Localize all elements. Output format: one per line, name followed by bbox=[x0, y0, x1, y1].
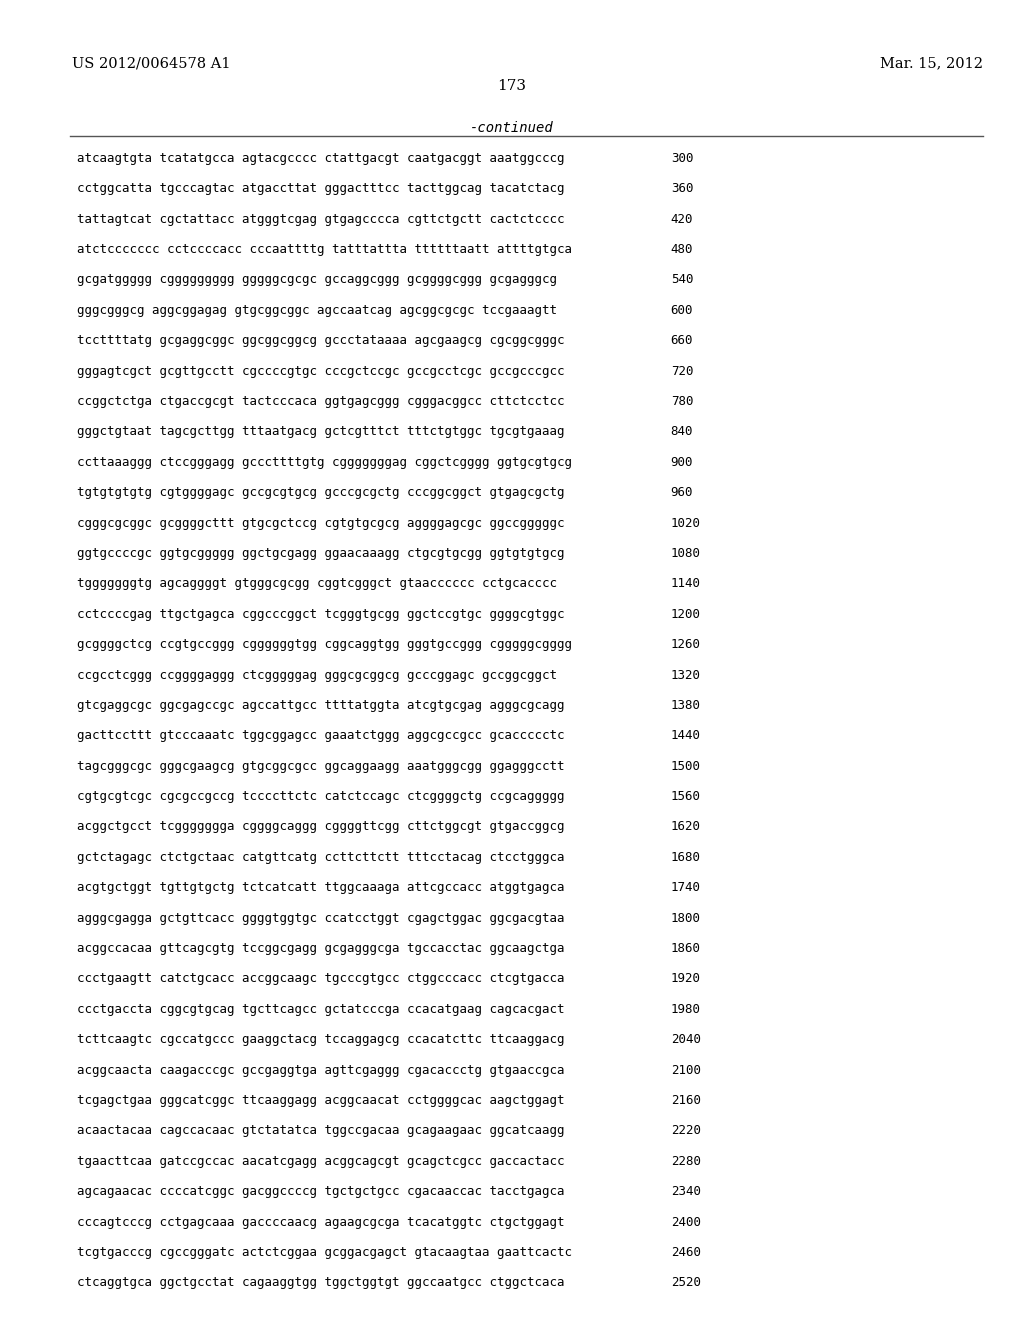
Text: 720: 720 bbox=[671, 364, 693, 378]
Text: tcgtgacccg cgccgggatc actctcggaa gcggacgagct gtacaagtaa gaattcactc: tcgtgacccg cgccgggatc actctcggaa gcggacg… bbox=[77, 1246, 571, 1259]
Text: cctccccgag ttgctgagca cggcccggct tcgggtgcgg ggctccgtgc ggggcgtggc: cctccccgag ttgctgagca cggcccggct tcgggtg… bbox=[77, 607, 564, 620]
Text: acaactacaa cagccacaac gtctatatca tggccgacaa gcagaagaac ggcatcaagg: acaactacaa cagccacaac gtctatatca tggccga… bbox=[77, 1125, 564, 1138]
Text: gcggggctcg ccgtgccggg cggggggtgg cggcaggtgg gggtgccggg cgggggcgggg: gcggggctcg ccgtgccggg cggggggtgg cggcagg… bbox=[77, 638, 571, 651]
Text: 300: 300 bbox=[671, 152, 693, 165]
Text: gctctagagc ctctgctaac catgttcatg ccttcttctt tttcctacag ctcctgggca: gctctagagc ctctgctaac catgttcatg ccttctt… bbox=[77, 851, 564, 863]
Text: 1320: 1320 bbox=[671, 668, 700, 681]
Text: tccttttatg gcgaggcggc ggcggcggcg gccctataaaa agcgaagcg cgcggcgggc: tccttttatg gcgaggcggc ggcggcggcg gccctat… bbox=[77, 334, 564, 347]
Text: acggcaacta caagacccgc gccgaggtga agttcgaggg cgacaccctg gtgaaccgca: acggcaacta caagacccgc gccgaggtga agttcga… bbox=[77, 1064, 564, 1077]
Text: tcttcaagtc cgccatgccc gaaggctacg tccaggagcg ccacatcttc ttcaaggacg: tcttcaagtc cgccatgccc gaaggctacg tccagga… bbox=[77, 1034, 564, 1047]
Text: ccctgaagtt catctgcacc accggcaagc tgcccgtgcc ctggcccacc ctcgtgacca: ccctgaagtt catctgcacc accggcaagc tgcccgt… bbox=[77, 973, 564, 986]
Text: 1140: 1140 bbox=[671, 577, 700, 590]
Text: acggccacaa gttcagcgtg tccggcgagg gcgagggcga tgccacctac ggcaagctga: acggccacaa gttcagcgtg tccggcgagg gcgaggg… bbox=[77, 942, 564, 956]
Text: ccctgaccta cggcgtgcag tgcttcagcc gctatcccga ccacatgaag cagcacgact: ccctgaccta cggcgtgcag tgcttcagcc gctatcc… bbox=[77, 1003, 564, 1016]
Text: 960: 960 bbox=[671, 486, 693, 499]
Text: 420: 420 bbox=[671, 213, 693, 226]
Text: 1440: 1440 bbox=[671, 729, 700, 742]
Text: cgtgcgtcgc cgcgccgccg tccccttctc catctccagc ctcggggctg ccgcaggggg: cgtgcgtcgc cgcgccgccg tccccttctc catctcc… bbox=[77, 791, 564, 803]
Text: 900: 900 bbox=[671, 455, 693, 469]
Text: gggcgggcg aggcggagag gtgcggcggc agccaatcag agcggcgcgc tccgaaagtt: gggcgggcg aggcggagag gtgcggcggc agccaatc… bbox=[77, 304, 557, 317]
Text: ccggctctga ctgaccgcgt tactcccaca ggtgagcggg cgggacggcc cttctcctcc: ccggctctga ctgaccgcgt tactcccaca ggtgagc… bbox=[77, 395, 564, 408]
Text: 2460: 2460 bbox=[671, 1246, 700, 1259]
Text: 1080: 1080 bbox=[671, 546, 700, 560]
Text: gcgatggggg cggggggggg gggggcgcgc gccaggcggg gcggggcggg gcgagggcg: gcgatggggg cggggggggg gggggcgcgc gccaggc… bbox=[77, 273, 557, 286]
Text: 1380: 1380 bbox=[671, 698, 700, 711]
Text: tagcgggcgc gggcgaagcg gtgcggcgcc ggcaggaagg aaatgggcgg ggagggcctt: tagcgggcgc gggcgaagcg gtgcggcgcc ggcagga… bbox=[77, 760, 564, 772]
Text: 2520: 2520 bbox=[671, 1276, 700, 1290]
Text: agggcgagga gctgttcacc ggggtggtgc ccatcctggt cgagctggac ggcgacgtaa: agggcgagga gctgttcacc ggggtggtgc ccatcct… bbox=[77, 912, 564, 925]
Text: 1560: 1560 bbox=[671, 791, 700, 803]
Text: Mar. 15, 2012: Mar. 15, 2012 bbox=[880, 57, 983, 71]
Text: 1800: 1800 bbox=[671, 912, 700, 925]
Text: tgggggggtg agcaggggt gtgggcgcgg cggtcgggct gtaacccccc cctgcacccc: tgggggggtg agcaggggt gtgggcgcgg cggtcggg… bbox=[77, 577, 557, 590]
Text: -continued: -continued bbox=[470, 121, 554, 136]
Text: 1500: 1500 bbox=[671, 760, 700, 772]
Text: 540: 540 bbox=[671, 273, 693, 286]
Text: 1680: 1680 bbox=[671, 851, 700, 863]
Text: tgtgtgtgtg cgtggggagc gccgcgtgcg gcccgcgctg cccggcggct gtgagcgctg: tgtgtgtgtg cgtggggagc gccgcgtgcg gcccgcg… bbox=[77, 486, 564, 499]
Text: 2340: 2340 bbox=[671, 1185, 700, 1199]
Text: gtcgaggcgc ggcgagccgc agccattgcc ttttatggta atcgtgcgag agggcgcagg: gtcgaggcgc ggcgagccgc agccattgcc ttttatg… bbox=[77, 698, 564, 711]
Text: 2280: 2280 bbox=[671, 1155, 700, 1168]
Text: 840: 840 bbox=[671, 425, 693, 438]
Text: gggctgtaat tagcgcttgg tttaatgacg gctcgtttct tttctgtggc tgcgtgaaag: gggctgtaat tagcgcttgg tttaatgacg gctcgtt… bbox=[77, 425, 564, 438]
Text: cccagtcccg cctgagcaaa gaccccaacg agaagcgcga tcacatggtc ctgctggagt: cccagtcccg cctgagcaaa gaccccaacg agaagcg… bbox=[77, 1216, 564, 1229]
Text: atcaagtgta tcatatgcca agtacgcccc ctattgacgt caatgacggt aaatggcccg: atcaagtgta tcatatgcca agtacgcccc ctattga… bbox=[77, 152, 564, 165]
Text: 2100: 2100 bbox=[671, 1064, 700, 1077]
Text: 2400: 2400 bbox=[671, 1216, 700, 1229]
Text: acgtgctggt tgttgtgctg tctcatcatt ttggcaaaga attcgccacc atggtgagca: acgtgctggt tgttgtgctg tctcatcatt ttggcaa… bbox=[77, 882, 564, 894]
Text: atctccccccc cctccccacc cccaattttg tatttattta ttttttaatt attttgtgca: atctccccccc cctccccacc cccaattttg tattta… bbox=[77, 243, 571, 256]
Text: acggctgcct tcggggggga cggggcaggg cggggttcgg cttctggcgt gtgaccggcg: acggctgcct tcggggggga cggggcaggg cggggtt… bbox=[77, 821, 564, 833]
Text: 1920: 1920 bbox=[671, 973, 700, 986]
Text: 1980: 1980 bbox=[671, 1003, 700, 1016]
Text: agcagaacac ccccatcggc gacggccccg tgctgctgcc cgacaaccac tacctgagca: agcagaacac ccccatcggc gacggccccg tgctgct… bbox=[77, 1185, 564, 1199]
Text: tgaacttcaa gatccgccac aacatcgagg acggcagcgt gcagctcgcc gaccactacc: tgaacttcaa gatccgccac aacatcgagg acggcag… bbox=[77, 1155, 564, 1168]
Text: 2040: 2040 bbox=[671, 1034, 700, 1047]
Text: 1860: 1860 bbox=[671, 942, 700, 956]
Text: ctcaggtgca ggctgcctat cagaaggtgg tggctggtgt ggccaatgcc ctggctcaca: ctcaggtgca ggctgcctat cagaaggtgg tggctgg… bbox=[77, 1276, 564, 1290]
Text: 2220: 2220 bbox=[671, 1125, 700, 1138]
Text: 780: 780 bbox=[671, 395, 693, 408]
Text: ccgcctcggg ccggggaggg ctcgggggag gggcgcggcg gcccggagc gccggcggct: ccgcctcggg ccggggaggg ctcgggggag gggcgcg… bbox=[77, 668, 557, 681]
Text: 600: 600 bbox=[671, 304, 693, 317]
Text: 1200: 1200 bbox=[671, 607, 700, 620]
Text: ccttaaaggg ctccgggagg gcccttttgtg cgggggggag cggctcgggg ggtgcgtgcg: ccttaaaggg ctccgggagg gcccttttgtg cggggg… bbox=[77, 455, 571, 469]
Text: 1620: 1620 bbox=[671, 821, 700, 833]
Text: 1020: 1020 bbox=[671, 516, 700, 529]
Text: ggtgccccgc ggtgcggggg ggctgcgagg ggaacaaagg ctgcgtgcgg ggtgtgtgcg: ggtgccccgc ggtgcggggg ggctgcgagg ggaacaa… bbox=[77, 546, 564, 560]
Text: tattagtcat cgctattacc atgggtcgag gtgagcccca cgttctgctt cactctcccc: tattagtcat cgctattacc atgggtcgag gtgagcc… bbox=[77, 213, 564, 226]
Text: gacttccttt gtcccaaatc tggcggagcc gaaatctggg aggcgccgcc gcaccccctc: gacttccttt gtcccaaatc tggcggagcc gaaatct… bbox=[77, 729, 564, 742]
Text: US 2012/0064578 A1: US 2012/0064578 A1 bbox=[72, 57, 230, 71]
Text: 173: 173 bbox=[498, 79, 526, 94]
Text: 480: 480 bbox=[671, 243, 693, 256]
Text: 1260: 1260 bbox=[671, 638, 700, 651]
Text: cgggcgcggc gcggggcttt gtgcgctccg cgtgtgcgcg aggggagcgc ggccgggggc: cgggcgcggc gcggggcttt gtgcgctccg cgtgtgc… bbox=[77, 516, 564, 529]
Text: 660: 660 bbox=[671, 334, 693, 347]
Text: 1740: 1740 bbox=[671, 882, 700, 894]
Text: 360: 360 bbox=[671, 182, 693, 195]
Text: gggagtcgct gcgttgcctt cgccccgtgc cccgctccgc gccgcctcgc gccgcccgcc: gggagtcgct gcgttgcctt cgccccgtgc cccgctc… bbox=[77, 364, 564, 378]
Text: tcgagctgaa gggcatcggc ttcaaggagg acggcaacat cctggggcac aagctggagt: tcgagctgaa gggcatcggc ttcaaggagg acggcaa… bbox=[77, 1094, 564, 1107]
Text: cctggcatta tgcccagtac atgaccttat gggactttcc tacttggcag tacatctacg: cctggcatta tgcccagtac atgaccttat gggactt… bbox=[77, 182, 564, 195]
Text: 2160: 2160 bbox=[671, 1094, 700, 1107]
